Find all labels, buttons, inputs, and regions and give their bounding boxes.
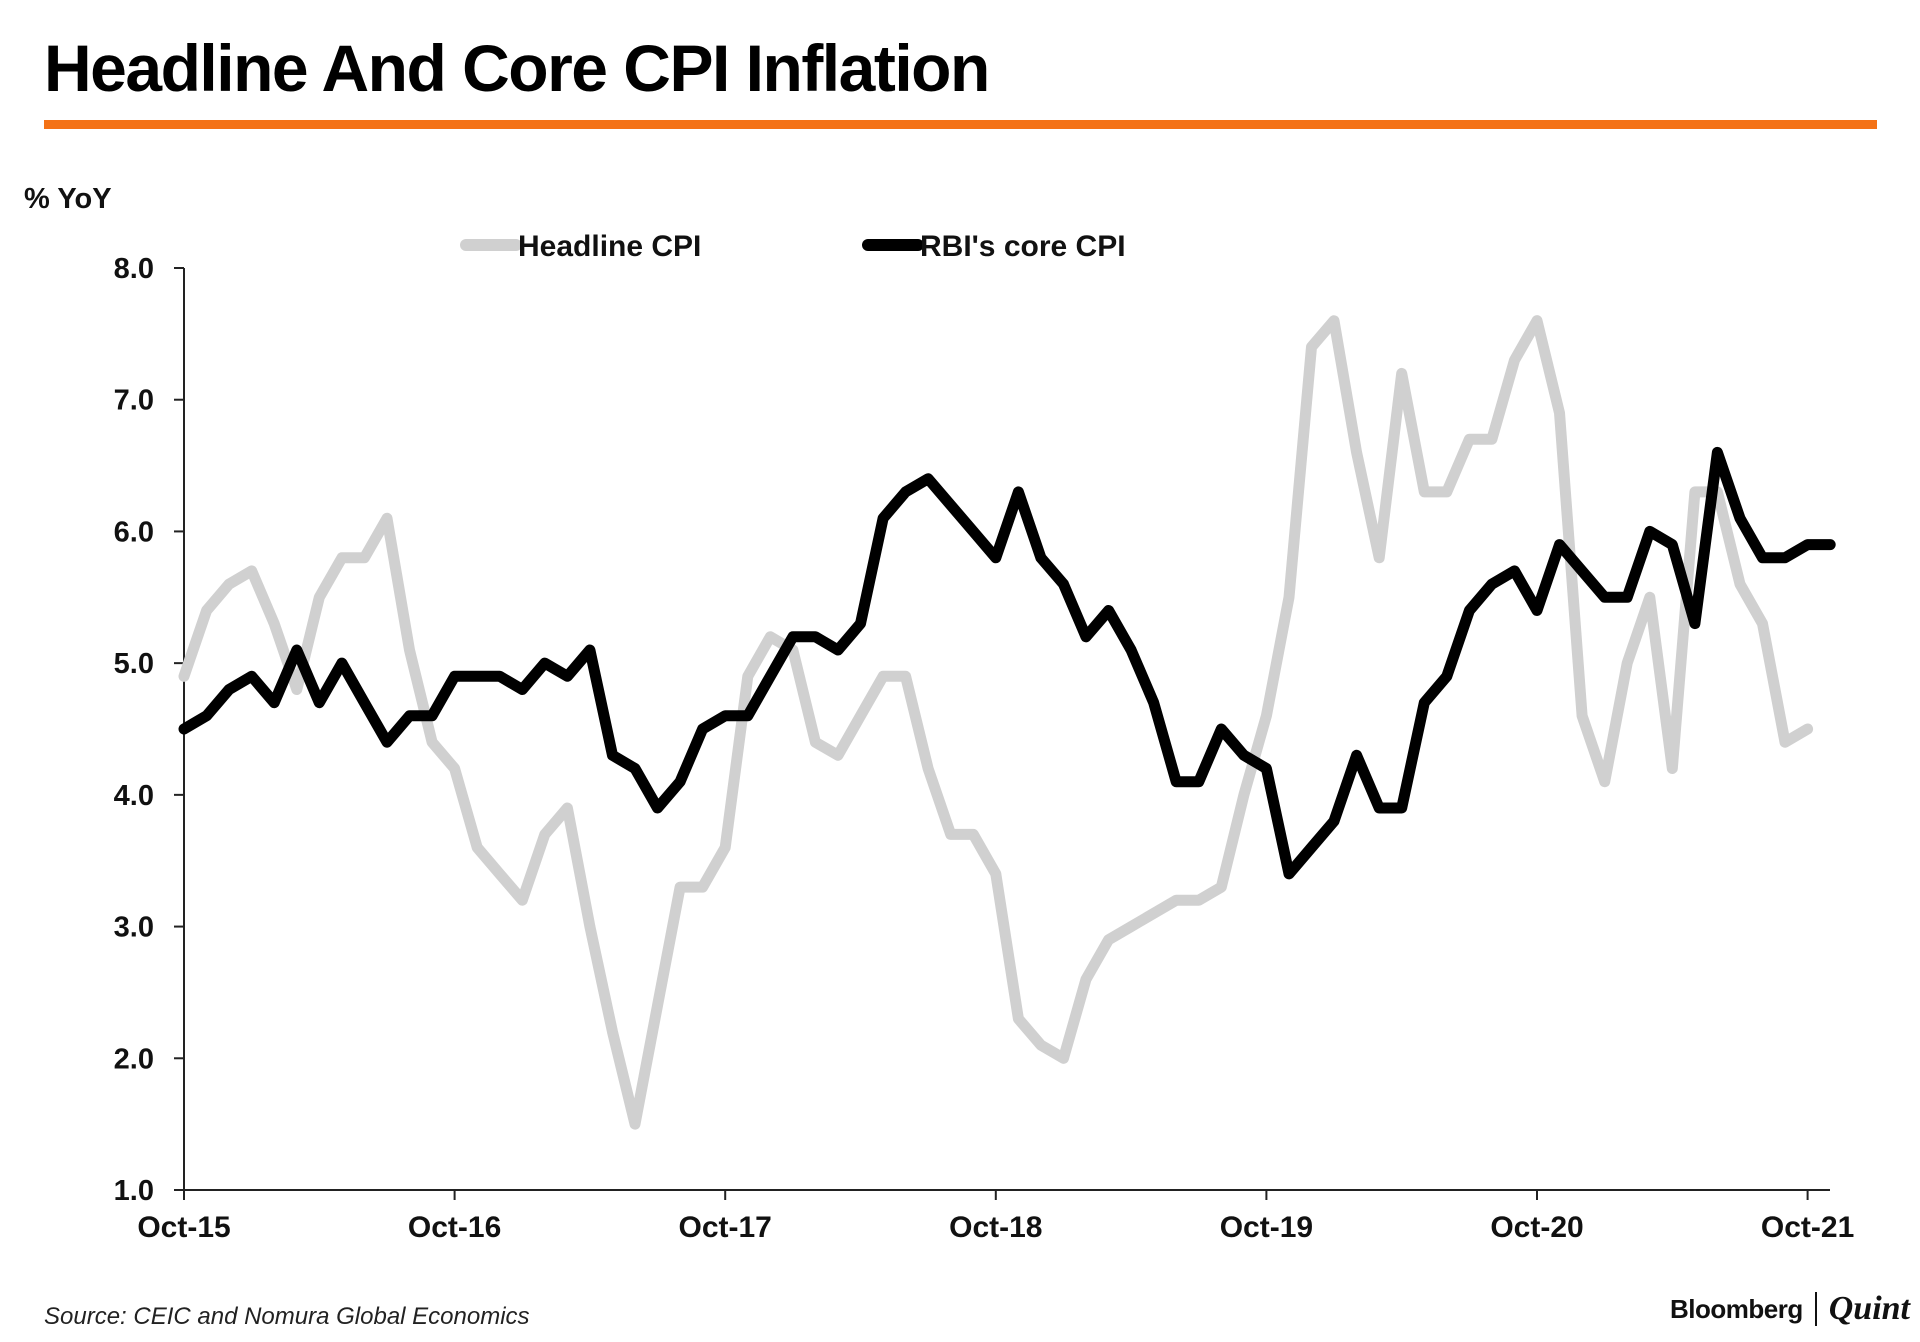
legend-label-headline: Headline CPI	[518, 230, 701, 263]
y-tick-label: 3.0	[114, 912, 154, 944]
source-note: Source: CEIC and Nomura Global Economics	[44, 1303, 530, 1330]
title-underline	[44, 120, 1877, 129]
x-tick-label: Oct-17	[679, 1211, 772, 1244]
y-tick-label: 2.0	[114, 1043, 154, 1075]
legend: Headline CPI RBI's core CPI	[460, 230, 1126, 263]
x-tick-label: Oct-16	[408, 1211, 501, 1244]
x-tick-label: Oct-20	[1490, 1211, 1583, 1244]
legend-label-core: RBI's core CPI	[920, 230, 1126, 263]
line-chart: % YoY Headline CPI RBI's core CPI 8.0 7.0…	[24, 183, 1854, 1244]
chart-title: Headline And Core CPI Inflation	[44, 31, 990, 105]
y-tick-label: 4.0	[114, 780, 154, 812]
x-tick-label: Oct-21	[1761, 1211, 1854, 1244]
brand-separator	[1814, 1292, 1817, 1326]
y-axis-label: % YoY	[24, 183, 112, 215]
y-tick-label: 1.0	[114, 1175, 154, 1207]
y-tick-label: 6.0	[114, 516, 154, 548]
x-tick-label: Oct-19	[1220, 1211, 1313, 1244]
y-tick-label: 7.0	[114, 385, 154, 417]
brand-main: Bloomberg	[1670, 1293, 1803, 1324]
brand-sub: Quint	[1828, 1290, 1910, 1327]
x-tick-label: Oct-18	[949, 1211, 1042, 1244]
y-tick-label: 8.0	[114, 253, 154, 285]
x-tick-label: Oct-15	[137, 1211, 230, 1244]
brand-logo: Bloomberg Quint	[1670, 1290, 1910, 1328]
series-line-core-cpi	[178, 446, 1836, 880]
series-line-headline-cpi	[178, 315, 1814, 1130]
y-tick-label: 5.0	[114, 648, 154, 680]
